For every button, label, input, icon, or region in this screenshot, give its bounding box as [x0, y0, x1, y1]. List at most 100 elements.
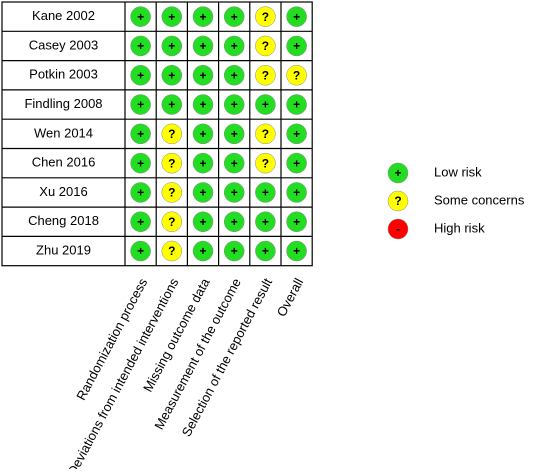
- judgement-symbol: +: [293, 10, 300, 24]
- judgement-circle: [286, 6, 307, 27]
- judgement-symbol: +: [231, 10, 238, 24]
- study-label: Kane 2002: [32, 8, 95, 23]
- judgement-circle: [130, 182, 151, 203]
- legend-symbol: +: [394, 166, 401, 180]
- legend-circle: [387, 190, 409, 212]
- legend-label: Some concerns: [434, 192, 525, 207]
- legend-label: Low risk: [434, 164, 482, 179]
- judgement-symbol: +: [231, 215, 238, 229]
- judgement-symbol: ?: [168, 186, 175, 200]
- judgement-symbol: +: [262, 186, 269, 200]
- judgement-symbol: ?: [262, 10, 269, 24]
- judgement-circle: [223, 211, 245, 232]
- judgement-circle: [161, 182, 183, 203]
- judgement-circle: [286, 94, 307, 115]
- judgement-symbol: +: [137, 10, 144, 24]
- judgement-circle: [255, 152, 276, 174]
- judgement-symbol: +: [199, 156, 206, 170]
- judgement-circle: [255, 94, 276, 115]
- judgement-circle: [161, 65, 183, 86]
- judgement-circle: [130, 94, 151, 115]
- judgement-circle: [130, 65, 151, 86]
- judgement-circle: [223, 240, 245, 262]
- judgement-symbol: ?: [168, 215, 175, 229]
- judgement-circle: [161, 6, 183, 27]
- judgement-circle: [130, 240, 151, 262]
- study-label: Wen 2014: [34, 125, 93, 140]
- judgement-symbol: ?: [168, 156, 175, 170]
- judgement-circle: [192, 94, 214, 115]
- judgement-symbol: +: [293, 244, 300, 258]
- judgement-circle: [130, 35, 151, 57]
- judgement-circle: [255, 65, 276, 86]
- judgement-circle: [130, 123, 151, 145]
- judgement-symbol: +: [231, 39, 238, 53]
- judgement-circle: [286, 240, 307, 262]
- judgement-circle: [161, 94, 183, 115]
- judgement-circle: [130, 211, 151, 232]
- study-label: Xu 2016: [39, 184, 87, 199]
- legend-symbol: ?: [394, 194, 401, 208]
- judgement-circle: [161, 211, 183, 232]
- judgement-circle: [223, 35, 245, 57]
- judgement-symbol: +: [137, 68, 144, 82]
- study-label: Casey 2003: [29, 37, 98, 52]
- judgement-circle: [255, 240, 276, 262]
- judgement-circle: [161, 35, 183, 57]
- domain-label: Overall: [274, 276, 307, 319]
- table-border: [1, 1, 313, 267]
- judgement-symbol: +: [293, 39, 300, 53]
- judgement-circle: [286, 65, 307, 86]
- judgement-symbol: ?: [262, 127, 269, 141]
- judgement-circle: [255, 35, 276, 57]
- judgement-circle: [223, 182, 245, 203]
- judgement-circle: [192, 211, 214, 232]
- judgement-circle: [192, 123, 214, 145]
- judgement-symbol: +: [231, 244, 238, 258]
- study-label: Findling 2008: [24, 96, 102, 111]
- judgement-symbol: +: [231, 186, 238, 200]
- judgement-symbol: ?: [262, 156, 269, 170]
- judgement-symbol: +: [293, 98, 300, 112]
- study-label: Potkin 2003: [29, 67, 98, 82]
- judgement-symbol: +: [262, 244, 269, 258]
- judgement-symbol: +: [168, 10, 175, 24]
- judgement-circle: [192, 6, 214, 27]
- judgement-circle: [192, 65, 214, 86]
- judgement-symbol: +: [262, 215, 269, 229]
- judgement-circle: [255, 123, 276, 145]
- judgement-circle: [192, 35, 214, 57]
- legend-label: High risk: [434, 220, 485, 235]
- judgement-symbol: +: [137, 215, 144, 229]
- judgement-symbol: ?: [293, 68, 300, 82]
- judgement-symbol: +: [231, 156, 238, 170]
- judgement-circle: [223, 152, 245, 174]
- judgement-circle: [223, 123, 245, 145]
- legend-circle: [387, 162, 409, 184]
- judgement-symbol: +: [293, 215, 300, 229]
- judgement-symbol: +: [199, 10, 206, 24]
- judgement-circle: [255, 6, 276, 27]
- judgement-circle: [192, 240, 214, 262]
- judgement-circle: [286, 182, 307, 203]
- judgement-circle: [286, 152, 307, 174]
- judgement-circle: [223, 94, 245, 115]
- judgement-symbol: +: [199, 98, 206, 112]
- judgement-symbol: +: [137, 39, 144, 53]
- judgement-symbol: +: [231, 68, 238, 82]
- judgement-symbol: +: [199, 39, 206, 53]
- judgement-symbol: +: [199, 186, 206, 200]
- judgement-symbol: +: [137, 244, 144, 258]
- judgement-symbol: +: [199, 244, 206, 258]
- study-label: Zhu 2019: [36, 242, 91, 257]
- judgement-circle: [161, 240, 183, 262]
- judgement-circle: [255, 182, 276, 203]
- judgement-symbol: +: [231, 98, 238, 112]
- judgement-symbol: +: [231, 127, 238, 141]
- judgement-symbol: +: [199, 127, 206, 141]
- study-label: Chen 2016: [32, 155, 96, 170]
- legend-symbol: -: [396, 222, 400, 236]
- judgement-circle: [192, 182, 214, 203]
- judgement-symbol: ?: [262, 39, 269, 53]
